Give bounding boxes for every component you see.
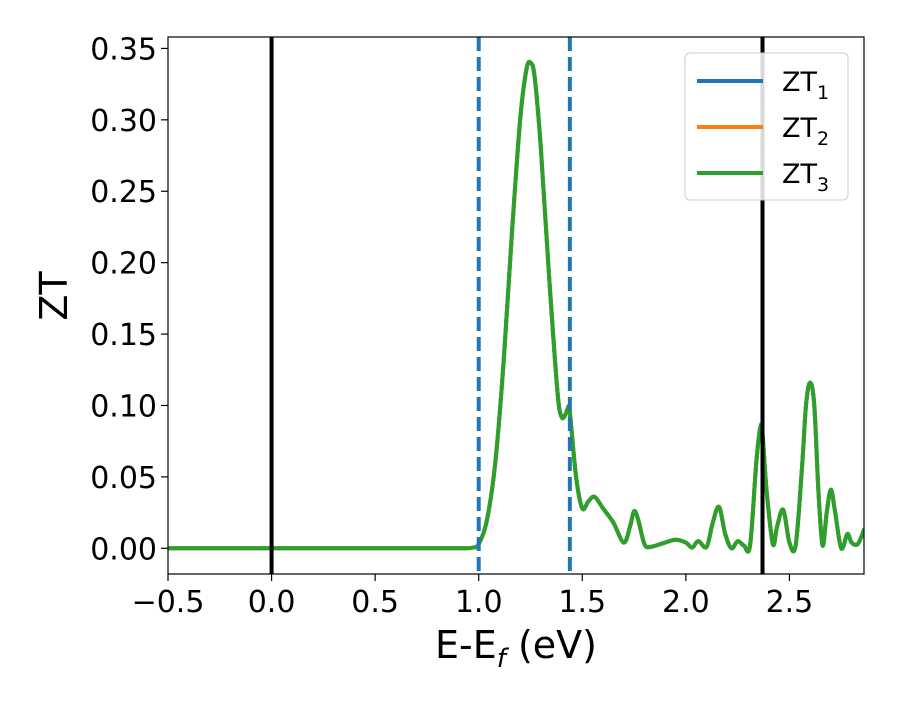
x-axis-label: E-Ef (eV) bbox=[435, 623, 597, 674]
y-tick-label: 0.10 bbox=[90, 389, 157, 424]
y-tick-label: 0.30 bbox=[90, 104, 157, 139]
y-axis: 0.00 0.05 0.10 0.15 0.20 0.25 0.30 0.35 bbox=[90, 32, 168, 567]
y-axis-label: ZT bbox=[32, 271, 76, 321]
legend-label-3: ZT3 bbox=[782, 159, 829, 196]
series-line-3 bbox=[168, 59, 864, 554]
x-tick-label: −0.5 bbox=[132, 585, 205, 620]
legend-box bbox=[684, 52, 849, 201]
axes-frame bbox=[167, 36, 865, 575]
x-tick-label: 2.5 bbox=[766, 585, 814, 620]
x-tick-label: 1.0 bbox=[455, 585, 503, 620]
x-tick-label: 0.5 bbox=[351, 585, 399, 620]
y-tick-label: 0.20 bbox=[90, 247, 157, 282]
x-axis-label-unit: (eV) bbox=[506, 623, 597, 667]
x-tick-label: 2.0 bbox=[662, 585, 710, 620]
y-tick-label: 0.35 bbox=[90, 32, 157, 67]
y-tick-label: 0.15 bbox=[90, 318, 157, 353]
legend-label-2: ZT2 bbox=[782, 113, 829, 150]
axes-border bbox=[167, 36, 865, 575]
y-tick-label: 0.00 bbox=[90, 532, 157, 567]
x-tick-label: 1.5 bbox=[558, 585, 606, 620]
legend-label-1: ZT1 bbox=[782, 67, 829, 104]
y-tick-label: 0.05 bbox=[90, 461, 157, 496]
x-tick-label: 0.0 bbox=[248, 585, 296, 620]
x-axis: −0.5 0.0 0.5 1.0 1.5 2.0 2.5 bbox=[132, 574, 814, 620]
y-tick-label: 0.25 bbox=[90, 175, 157, 210]
legend: ZT1 ZT2 ZT3 bbox=[684, 52, 849, 201]
